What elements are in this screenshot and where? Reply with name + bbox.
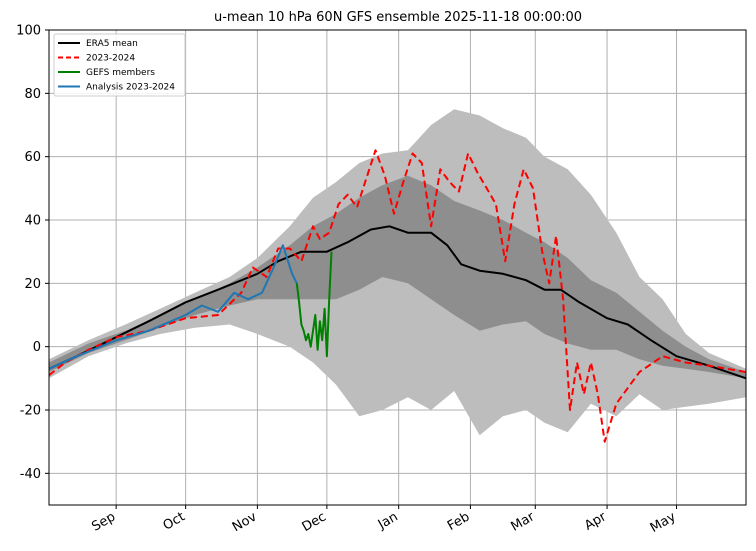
y-tick-label: 60 bbox=[24, 150, 41, 165]
y-tick-label: 100 bbox=[16, 24, 41, 39]
x-tick-label: Apr bbox=[582, 509, 610, 534]
legend-box bbox=[53, 33, 186, 97]
plot-frame bbox=[48, 29, 747, 506]
series-year-line bbox=[48, 149, 747, 443]
legend-label: 2023-2024 bbox=[86, 54, 135, 64]
y-tick-label: 80 bbox=[24, 87, 41, 102]
series-era5-line bbox=[48, 225, 747, 380]
legend-label: ERA5 mean bbox=[86, 39, 138, 49]
x-tick-label: Dec bbox=[300, 509, 329, 535]
bands bbox=[49, 109, 746, 436]
x-tick-label: Mar bbox=[509, 509, 538, 535]
x-tick-label: May bbox=[648, 509, 679, 536]
legend: ERA5 mean 2023-2024 GEFS members Analysis 2… bbox=[53, 33, 186, 97]
x-tick-label: Oct bbox=[161, 509, 188, 533]
legend-label: GEFS members bbox=[86, 68, 155, 78]
series-gefs-line bbox=[295, 251, 333, 358]
legend-label: Analysis 2023-2024 bbox=[86, 83, 175, 93]
chart-title: u-mean 10 hPa 60N GFS ensemble 2025-11-1… bbox=[214, 10, 582, 25]
x-tick-label: Feb bbox=[445, 509, 472, 534]
x-axis: Sep Oct Nov Dec Jan Feb Mar Apr May bbox=[89, 505, 679, 536]
y-tick-label: -20 bbox=[20, 404, 41, 419]
y-tick-label: 40 bbox=[24, 214, 41, 229]
y-tick-label: -40 bbox=[20, 467, 41, 482]
y-tick-label: 20 bbox=[24, 277, 41, 292]
x-tick-label: Sep bbox=[89, 509, 118, 534]
series-lines bbox=[48, 149, 747, 443]
y-tick-label: 0 bbox=[33, 340, 41, 355]
y-axis: -40 -20 0 20 40 60 80 100 bbox=[16, 24, 49, 482]
x-tick-label: Jan bbox=[375, 509, 401, 533]
series-analysis-line bbox=[48, 244, 298, 370]
x-tick-label: Nov bbox=[230, 509, 260, 535]
inner-band bbox=[49, 175, 746, 379]
